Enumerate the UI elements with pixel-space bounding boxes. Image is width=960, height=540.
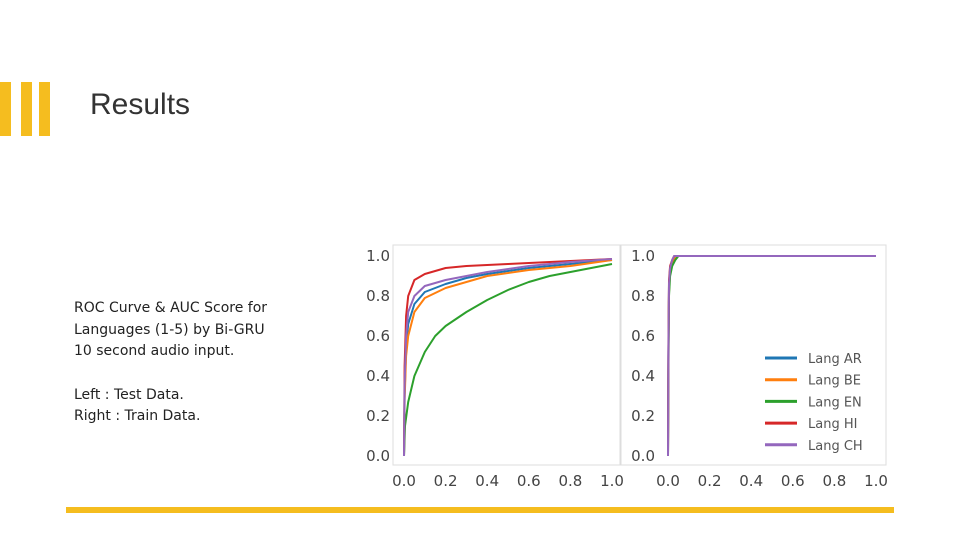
x-tick-label: 0.8 <box>558 472 582 490</box>
roc-panel-left: 0.0 0.2 0.4 0.6 0.8 1.0 0.0 0.2 0.4 0.6 0.8 1.0 <box>366 244 624 490</box>
plot-frame <box>620 244 887 466</box>
x-tick-label: 0.4 <box>739 472 763 490</box>
caption-note: Right : Train Data. <box>74 408 201 424</box>
x-tick-label: 0.6 <box>517 472 541 490</box>
x-tick-label: 0.2 <box>434 472 458 490</box>
title-accent-bar-right <box>39 82 50 136</box>
y-tick-label: 0.4 <box>631 367 655 385</box>
x-tick-label: 0.8 <box>822 472 846 490</box>
plot-frame <box>392 244 621 466</box>
roc-chart-figure: 0.00.20.40.60.81.00.0 0.2 0.4 0.6 0.8 1.00.00… <box>366 244 888 490</box>
legend-label: Lang EN <box>808 395 862 410</box>
legend-label: Lang CH <box>808 439 863 454</box>
legend-label: Lang HI <box>808 417 857 432</box>
x-tick-label: 1.0 <box>864 472 888 490</box>
caption-line: 10 second audio input. <box>74 343 235 359</box>
legend-label: Lang AR <box>808 352 862 367</box>
slide-caption: ROC Curve & AUC Score for Languages (1-5… <box>74 298 267 428</box>
y-tick-label: 0.0 <box>631 447 655 465</box>
x-tick-label: 0.2 <box>698 472 722 490</box>
y-tick-label: 1.0 <box>631 247 655 265</box>
title-accent-bar-left <box>0 82 11 136</box>
caption-note: Left : Test Data. <box>74 386 184 403</box>
series-line-lang-ch <box>667 255 876 457</box>
x-tick-label: 0.4 <box>475 472 499 490</box>
x-tick-label: 1.0 <box>600 472 624 490</box>
x-tick-label: 0.0 <box>656 472 680 490</box>
roc-panel-right: 0.00.20.40.60.81.00.0 0.2 0.4 0.6 0.8 1.0Lang… <box>620 244 888 490</box>
y-tick-label: 0.6 <box>631 327 655 345</box>
chart-legend: Lang AR Lang BE Lang EN Lang HI Lang CH <box>765 352 863 454</box>
y-tick-label: 1.0 <box>366 247 390 265</box>
series-line-lang-ch <box>403 258 613 457</box>
y-tick-label: 0.6 <box>366 327 390 345</box>
y-tick-label: 0.8 <box>366 287 390 305</box>
y-tick-label: 0.4 <box>366 367 390 385</box>
title-accent-bar-middle <box>21 82 32 136</box>
x-tick-label: 0.0 <box>392 472 416 490</box>
caption-line: Languages (1-5) by Bi-GRU <box>74 321 265 338</box>
series-line-lang-en <box>403 263 613 457</box>
legend-label: Lang BE <box>808 374 861 389</box>
y-tick-label: 0.2 <box>631 407 655 425</box>
bottom-accent-rule <box>66 507 894 513</box>
y-tick-label: 0.0 <box>366 447 390 465</box>
x-tick-label: 0.6 <box>781 472 805 490</box>
slide-title: Results <box>90 88 191 121</box>
y-tick-label: 0.2 <box>366 407 390 425</box>
caption-line: ROC Curve & AUC Score for <box>74 300 268 316</box>
y-tick-label: 0.8 <box>631 287 655 305</box>
